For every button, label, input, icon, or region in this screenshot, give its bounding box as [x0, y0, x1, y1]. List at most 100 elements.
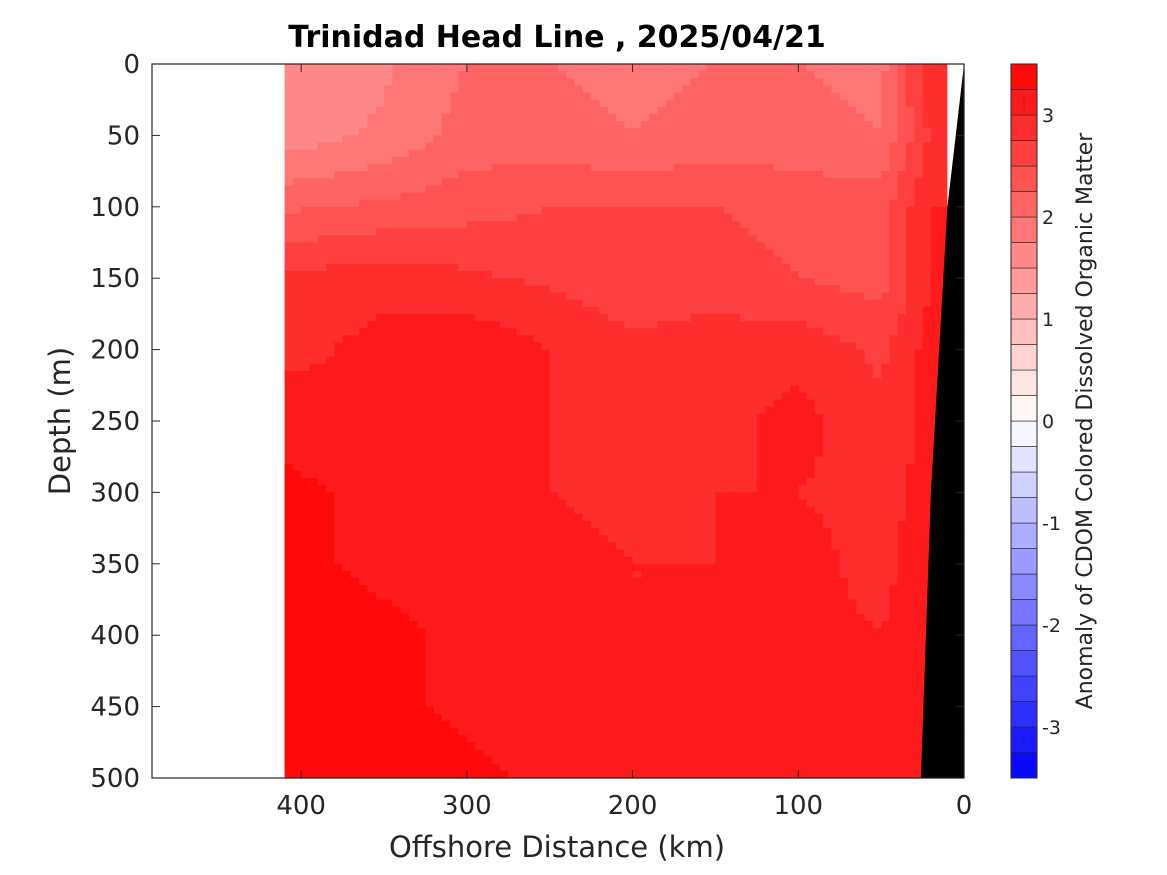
field-cell: [823, 292, 833, 301]
field-cell: [334, 485, 344, 493]
field-cell: [466, 356, 476, 365]
field-cell: [732, 278, 741, 286]
field-cell: [657, 171, 667, 179]
field-cell: [408, 470, 418, 479]
field-cell: [475, 342, 485, 351]
field-cell: [674, 199, 683, 208]
field-cell: [574, 342, 584, 351]
field-cell: [715, 235, 725, 244]
field-cell: [707, 99, 717, 108]
field-cell: [823, 121, 833, 129]
field-cell: [566, 171, 576, 179]
field-cell: [665, 335, 675, 344]
field-cell: [881, 121, 891, 129]
field-cell: [674, 64, 683, 72]
field-cell: [450, 470, 460, 479]
field-cell: [582, 378, 592, 386]
field-cell: [649, 163, 659, 172]
field-cell: [930, 392, 940, 401]
field-cell: [500, 135, 509, 144]
field-cell: [408, 135, 418, 144]
field-cell: [591, 421, 601, 429]
field-cell: [500, 128, 509, 136]
field-cell: [914, 242, 924, 251]
field-cell: [781, 470, 791, 479]
field-cell: [392, 221, 402, 229]
field-cell: [848, 178, 857, 186]
field-cell: [334, 256, 344, 265]
field-cell: [591, 278, 601, 286]
field-cell: [906, 85, 915, 94]
field-cell: [773, 335, 783, 344]
field-cell: [790, 335, 799, 344]
field-cell: [500, 206, 509, 215]
field-cell: [765, 64, 775, 72]
field-cell: [442, 199, 451, 208]
field-cell: [881, 435, 891, 444]
field-cell: [690, 478, 700, 486]
field-cell: [541, 256, 551, 265]
field-cell: [682, 92, 692, 101]
field-cell: [334, 106, 344, 115]
field-cell: [881, 135, 891, 144]
field-cell: [450, 71, 460, 79]
field-cell: [922, 335, 932, 344]
field-cell: [425, 406, 435, 415]
field-cell: [624, 92, 634, 101]
field-cell: [558, 278, 567, 286]
field-cell: [433, 306, 443, 315]
field-cell: [516, 242, 526, 251]
field-cell: [450, 206, 460, 215]
field-cell: [690, 228, 700, 236]
field-cell: [541, 463, 551, 472]
field-cell: [922, 192, 932, 201]
field-cell: [408, 64, 418, 72]
field-cell: [939, 156, 949, 165]
field-cell: [284, 456, 294, 465]
field-cell: [334, 199, 344, 208]
field-cell: [781, 213, 791, 222]
field-cell: [591, 492, 601, 501]
field-cell: [790, 413, 799, 422]
field-cell: [831, 149, 841, 158]
field-cell: [367, 228, 377, 236]
field-cell: [657, 399, 667, 408]
field-cell: [392, 392, 402, 401]
field-cell: [897, 263, 907, 272]
field-cell: [798, 478, 808, 486]
field-cell: [790, 92, 799, 101]
field-cell: [864, 256, 874, 265]
field-cell: [922, 92, 932, 101]
field-cell: [823, 228, 833, 236]
field-cell: [326, 242, 335, 251]
field-cell: [309, 142, 319, 151]
field-cell: [400, 249, 410, 258]
field-cell: [475, 492, 485, 501]
field-cell: [466, 149, 476, 158]
field-cell: [773, 478, 783, 486]
field-cell: [889, 271, 899, 279]
field-cell: [632, 192, 642, 201]
field-cell: [715, 413, 725, 422]
field-cell: [384, 142, 393, 151]
field-cell: [541, 299, 551, 308]
field-cell: [715, 406, 725, 415]
field-cell: [309, 406, 319, 415]
field-cell: [649, 71, 659, 79]
field-cell: [342, 192, 352, 201]
field-cell: [425, 71, 435, 79]
field-cell: [798, 399, 808, 408]
field-cell: [317, 399, 327, 408]
field-cell: [442, 135, 451, 144]
field-cell: [848, 263, 857, 272]
field-cell: [500, 306, 509, 315]
field-cell: [392, 406, 402, 415]
field-cell: [375, 392, 385, 401]
field-cell: [309, 235, 319, 244]
field-cell: [524, 292, 534, 301]
field-cell: [698, 378, 708, 386]
field-cell: [831, 192, 841, 201]
field-cell: [674, 492, 683, 501]
field-cell: [889, 435, 899, 444]
field-cell: [342, 399, 352, 408]
